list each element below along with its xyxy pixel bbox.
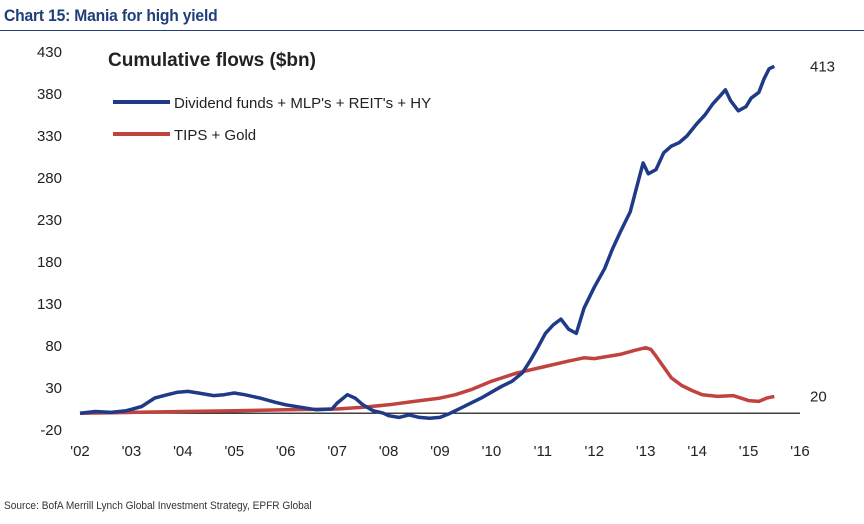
y-tick-label: 230	[37, 212, 62, 229]
x-tick-label: '09	[430, 443, 450, 460]
chart-area: -20 30 80 130 180 230 280 330 380 430 '02'03'04'0…	[0, 34, 864, 464]
legend-label-tips-gold: TIPS + Gold	[174, 127, 256, 144]
x-tick-label: '02	[70, 443, 90, 460]
end-label-tips-gold: 20	[810, 388, 827, 405]
y-tick-label: 180	[37, 254, 62, 271]
x-tick-label: '12	[585, 443, 605, 460]
x-tick-label: '05	[225, 443, 245, 460]
end-labels: 413 20	[810, 58, 835, 405]
series-line-tips-gold	[79, 345, 775, 415]
x-tick-label: '03	[122, 443, 142, 460]
y-tick-label: 80	[45, 338, 62, 355]
legend-label-dividend: Dividend funds + MLP's + REIT's + HY	[174, 95, 431, 112]
end-label-dividend: 413	[810, 58, 835, 75]
x-tick-label: '07	[327, 443, 347, 460]
y-tick-label: 380	[37, 86, 62, 103]
y-tick-label: 280	[37, 170, 62, 187]
y-axis: -20 30 80 130 180 230 280 330 380 430	[37, 44, 62, 439]
x-axis: '02 '03 '04 '05 '06 '07 '08 '09 '10 '11 '12 '13 '14 '…	[70, 443, 810, 460]
series-line-dividend	[79, 64, 776, 420]
source-note: Source: BofA Merrill Lynch Global Invest…	[4, 500, 312, 512]
x-tick-label: '06	[276, 443, 296, 460]
x-tick-label: '08	[379, 443, 399, 460]
x-tick-label: '04	[173, 443, 193, 460]
legend: Dividend funds + MLP's + REIT's + HY TIP…	[113, 95, 431, 144]
y-tick-label: 30	[45, 380, 62, 397]
y-tick-label: -20	[40, 422, 62, 439]
inner-chart-title: Cumulative flows ($bn)	[108, 50, 316, 71]
x-tick-label: '10	[482, 443, 502, 460]
y-tick-label: 130	[37, 296, 62, 313]
x-tick-label: '16	[790, 443, 810, 460]
x-tick-label: '15	[739, 443, 759, 460]
y-tick-label: 330	[37, 128, 62, 145]
x-tick-label: '13	[636, 443, 656, 460]
chart-title: Chart 15: Mania for high yield	[4, 6, 218, 25]
x-tick-label: '14	[687, 443, 707, 460]
title-divider	[0, 30, 864, 31]
y-tick-label: 430	[37, 44, 62, 61]
x-tick-label: '11	[534, 443, 552, 460]
series-layer	[79, 64, 776, 420]
